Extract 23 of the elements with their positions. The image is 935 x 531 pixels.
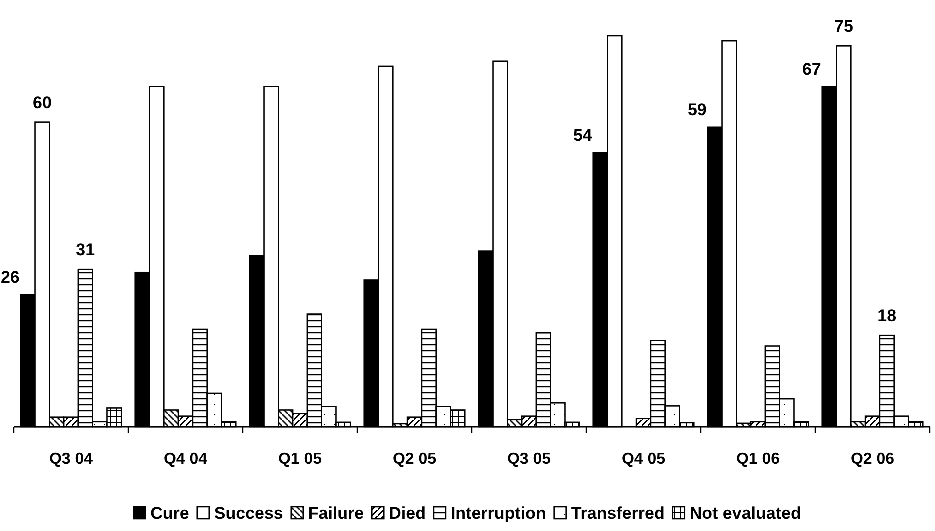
x-tick-label: Q3 05 <box>507 451 552 468</box>
x-tick-label: Q3 04 <box>49 451 94 468</box>
data-label: 59 <box>688 100 707 120</box>
legend-label: Interruption <box>450 504 546 523</box>
data-label: 67 <box>802 60 822 79</box>
legend-label: Transferred <box>571 504 665 523</box>
x-tick-label: Q1 06 <box>736 451 780 468</box>
x-tick-label: Q2 06 <box>850 451 895 468</box>
data-label: 31 <box>76 240 96 260</box>
x-tick-label: Q1 05 <box>278 451 322 468</box>
data-label: 60 <box>33 93 52 112</box>
legend-label: Not evaluated <box>690 504 802 523</box>
data-label: 54 <box>573 126 593 145</box>
x-tick-label: Q4 04 <box>164 451 208 468</box>
legend-label: Failure <box>308 504 364 523</box>
x-tick-label: Q2 05 <box>392 451 437 468</box>
x-tick-label: Q4 05 <box>622 451 666 468</box>
legend-label: Died <box>389 504 426 523</box>
data-label: 26 <box>0 268 20 287</box>
legend-label: Success <box>214 504 284 523</box>
data-label: 75 <box>834 17 854 36</box>
legend-label: Cure <box>150 504 190 523</box>
data-label: 18 <box>878 306 897 326</box>
